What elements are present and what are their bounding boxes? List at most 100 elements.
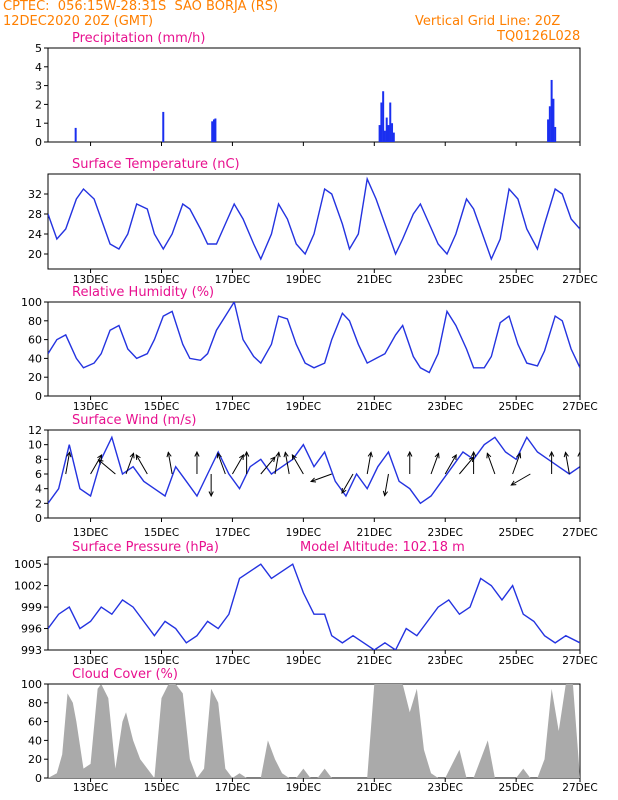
pressure-xtick-label: 25DEC — [498, 655, 533, 667]
wind-arrow — [260, 456, 276, 475]
pressure-series-line — [48, 563, 580, 650]
wind-arrow — [97, 459, 116, 475]
wind-ytick-label: 8 — [35, 453, 42, 466]
wind-arrow — [444, 453, 457, 475]
pressure-annotation: Model Altitude: 102.18 m — [300, 540, 465, 555]
cloud-ytick-label: 20 — [28, 753, 42, 766]
cloud-ytick-label: 80 — [28, 697, 42, 710]
precip-bar — [392, 132, 395, 142]
wind-arrow — [194, 450, 200, 474]
cloud-ytick-label: 0 — [35, 772, 42, 785]
wind-arrow — [563, 451, 570, 475]
temp-xtick-label: 23DEC — [428, 274, 463, 286]
wind-arrow — [125, 452, 135, 475]
wind-arrow — [382, 473, 389, 497]
rh-ytick-label: 0 — [35, 390, 42, 403]
wind-arrow — [510, 473, 531, 486]
precip-bar — [552, 98, 555, 142]
wind-xtick-label: 27DEC — [562, 527, 597, 539]
pressure-ytick-label: 999 — [21, 601, 42, 614]
wind-arrow — [577, 450, 580, 474]
header-station: CPTEC: 056:15W-28:31S SAO BORJA (RS) — [3, 0, 279, 14]
temp-frame — [47, 173, 581, 270]
precip-bar — [382, 91, 385, 142]
rh-ytick-label: 40 — [28, 352, 42, 365]
wind-series-line — [48, 435, 580, 505]
temp-xtick-label: 15DEC — [144, 274, 179, 286]
temp-xtick-label: 21DEC — [357, 274, 392, 286]
cloud-xtick-label: 15DEC — [144, 782, 179, 794]
pressure-title: Surface Pressure (hPa) — [72, 540, 219, 555]
precip-bar — [389, 102, 392, 142]
wind-arrow — [341, 473, 354, 495]
precip-bar — [554, 126, 557, 142]
header-grid-note: Vertical Grid Line: 20Z — [415, 14, 561, 29]
wind-arrow — [430, 452, 440, 475]
rh-xtick-label: 19DEC — [286, 401, 321, 413]
temp-ytick-label: 20 — [28, 248, 42, 261]
precip-bar — [162, 111, 165, 142]
rh-panel: Relative Humidity (%) 0 20 40 60 80 100 13DEC 15… — [21, 285, 598, 413]
cloud-xtick-label: 21DEC — [357, 782, 392, 794]
wind-frame — [47, 429, 581, 519]
wind-arrow — [459, 456, 475, 475]
wind-ytick-label: 0 — [35, 512, 42, 525]
precip-panel: Precipitation (mm/h) 0 1 2 3 4 5 — [35, 31, 581, 149]
rh-ytick-label: 60 — [28, 334, 42, 347]
precip-bar — [214, 118, 217, 142]
cloud-xtick-label: 27DEC — [562, 782, 597, 794]
temp-ytick-label: 28 — [28, 208, 42, 221]
rh-xtick-label: 27DEC — [562, 401, 597, 413]
wind-arrow — [231, 453, 245, 475]
temp-panel: Surface Temperature (nC) 20 24 28 32 13DEC 15D… — [28, 157, 598, 286]
precip-ytick-label: 2 — [35, 98, 42, 111]
rh-xtick-label: 23DEC — [428, 401, 463, 413]
wind-arrow — [512, 452, 522, 475]
cloud-xtick-label: 19DEC — [286, 782, 321, 794]
wind-arrow — [486, 452, 496, 475]
precip-bar — [383, 130, 386, 142]
precip-frame — [47, 47, 581, 143]
pressure-xtick-label: 13DEC — [73, 655, 108, 667]
pressure-panel: Surface Pressure (hPa) Model Altitude: 10… — [14, 540, 598, 667]
rh-series-line — [48, 302, 580, 374]
wind-ytick-label: 12 — [28, 424, 42, 437]
temp-series-line — [48, 176, 580, 261]
wind-arrow — [407, 450, 413, 474]
rh-xtick-label: 17DEC — [215, 401, 250, 413]
temp-xtick-label: 13DEC — [73, 274, 108, 286]
wind-arrow — [135, 453, 148, 475]
wind-arrow — [283, 451, 290, 475]
wind-arrow — [291, 453, 304, 475]
cloud-ytick-label: 100 — [21, 678, 42, 691]
precip-bar — [550, 79, 553, 142]
wind-ytick-label: 6 — [35, 468, 42, 481]
precip-bar — [380, 102, 383, 142]
rh-ytick-label: 80 — [28, 315, 42, 328]
precip-bar — [212, 119, 215, 142]
rh-xtick-label: 13DEC — [73, 401, 108, 413]
cloud-cover-area — [48, 684, 580, 778]
precip-bar — [391, 123, 394, 142]
precip-ytick-label: 4 — [35, 61, 42, 74]
pressure-ytick-label: 1002 — [14, 580, 42, 593]
pressure-xtick-label: 17DEC — [215, 655, 250, 667]
cloud-title: Cloud Cover (%) — [72, 667, 178, 682]
cloud-panel: Cloud Cover (%) 0 20 40 60 80 100 13DEC 15DEC 17D… — [21, 667, 598, 794]
wind-arrow — [65, 451, 72, 475]
wind-xtick-label: 19DEC — [286, 527, 321, 539]
temp-xtick-label: 25DEC — [498, 274, 533, 286]
wind-arrow — [208, 474, 214, 498]
rh-xtick-label: 25DEC — [498, 401, 533, 413]
wind-arrow — [470, 450, 477, 474]
wind-xtick-label: 15DEC — [144, 527, 179, 539]
pressure-ytick-label: 1005 — [14, 558, 42, 571]
temp-xtick-label: 27DEC — [562, 274, 597, 286]
temp-ytick-label: 24 — [28, 228, 42, 241]
pressure-xtick-label: 21DEC — [357, 655, 392, 667]
pressure-xtick-label: 27DEC — [562, 655, 597, 667]
precip-title: Precipitation (mm/h) — [72, 31, 205, 46]
wind-arrow — [274, 451, 281, 475]
temp-xtick-label: 17DEC — [215, 274, 250, 286]
